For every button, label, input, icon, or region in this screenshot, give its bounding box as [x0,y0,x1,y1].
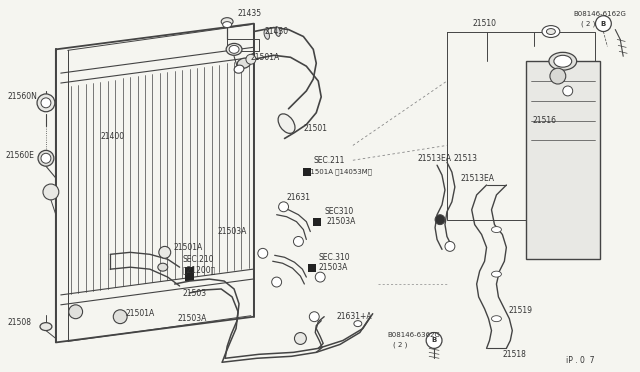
Text: 21501A: 21501A [251,53,280,62]
Circle shape [435,215,445,225]
Text: iP . 0  7: iP . 0 7 [566,356,595,365]
Circle shape [278,202,289,212]
Text: ( 2 ): ( 2 ) [580,20,595,27]
Text: 21513: 21513 [454,154,478,163]
Circle shape [246,54,256,64]
Circle shape [68,305,83,319]
Text: 21503A: 21503A [178,314,207,323]
Ellipse shape [492,227,501,232]
Ellipse shape [40,323,52,331]
Text: B: B [601,20,606,27]
Circle shape [563,86,573,96]
Circle shape [258,248,268,258]
Ellipse shape [229,45,239,53]
Text: SEC.310: SEC.310 [318,253,350,262]
Circle shape [43,184,59,200]
Circle shape [37,94,55,112]
Circle shape [41,98,51,108]
Circle shape [309,312,319,322]
Text: SEC.211: SEC.211 [314,156,345,165]
Ellipse shape [547,29,556,35]
Ellipse shape [554,55,572,67]
Text: ( 2 ): ( 2 ) [394,341,408,348]
Circle shape [159,246,171,258]
Ellipse shape [158,263,168,271]
Text: B08146-6162G: B08146-6162G [573,11,627,17]
Circle shape [445,241,455,251]
Circle shape [41,153,51,163]
Text: 21501: 21501 [303,124,328,133]
Text: 21513EA: 21513EA [461,174,495,183]
Bar [308,264,316,272]
Circle shape [38,150,54,166]
Text: 21513EA: 21513EA [417,154,451,163]
Ellipse shape [542,26,560,38]
Text: 21519: 21519 [508,306,532,315]
Text: 21501A: 21501A [125,309,154,318]
Text: 21503A: 21503A [318,263,348,272]
Ellipse shape [264,30,269,39]
Text: 21430: 21430 [265,27,289,36]
Ellipse shape [237,58,251,68]
Ellipse shape [223,22,232,28]
Text: 21518: 21518 [502,350,526,359]
Text: 21503A: 21503A [217,227,246,236]
Ellipse shape [275,27,280,36]
Ellipse shape [492,271,501,277]
Text: 21503: 21503 [182,289,207,298]
Text: 21503A: 21503A [326,217,356,226]
Bar [303,168,311,176]
Text: 21631+A: 21631+A [336,312,372,321]
Circle shape [113,310,127,324]
Text: 21400: 21400 [100,132,125,141]
Ellipse shape [278,114,295,134]
Text: 21560E: 21560E [5,151,34,160]
Text: 21510: 21510 [473,19,497,28]
Text: 、21200、: 、21200、 [182,266,216,275]
Text: SEC.210: SEC.210 [182,255,214,264]
Bar [184,267,195,281]
Ellipse shape [549,52,577,70]
Circle shape [595,16,611,32]
Circle shape [294,333,307,344]
Ellipse shape [221,18,233,26]
Text: 21631: 21631 [287,193,310,202]
Text: SEC310: SEC310 [324,207,353,216]
Ellipse shape [234,65,244,73]
Circle shape [272,277,282,287]
Text: 21508: 21508 [7,318,31,327]
Text: 21501A: 21501A [173,243,203,252]
Text: 21501A 　14053M、: 21501A 14053M、 [307,169,372,176]
Text: B: B [431,337,436,343]
Circle shape [426,333,442,349]
Text: B08146-6362G: B08146-6362G [388,331,440,337]
Ellipse shape [354,321,362,327]
Circle shape [316,272,325,282]
Bar [526,61,600,259]
Text: 21435: 21435 [237,9,261,18]
Ellipse shape [492,316,501,322]
Bar [314,218,321,225]
Text: 21560N: 21560N [7,92,37,102]
Circle shape [550,68,566,84]
Ellipse shape [226,44,242,55]
Circle shape [294,237,303,246]
Text: 21516: 21516 [532,116,556,125]
